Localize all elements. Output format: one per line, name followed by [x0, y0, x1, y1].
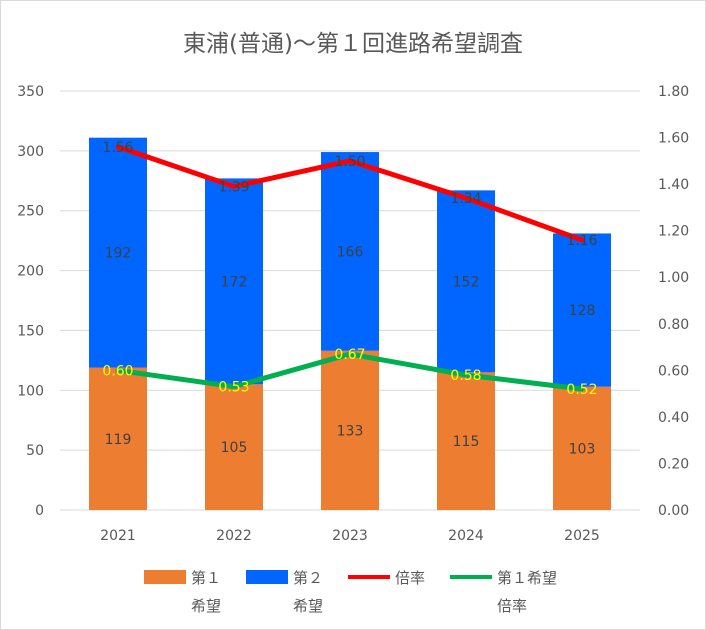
legend-label: 倍率: [497, 597, 527, 615]
right-tick-label: 0.00: [658, 503, 689, 519]
left-tick-label: 100: [17, 383, 44, 399]
line-data-label: 1.39: [218, 179, 249, 195]
bars: [89, 137, 611, 510]
legend-label: 第２: [293, 569, 323, 587]
line-data-label: 1.56: [102, 140, 133, 156]
legend-swatch: [246, 570, 288, 584]
right-tick-label: 1.80: [658, 84, 689, 100]
bar-data-label: 152: [453, 274, 480, 290]
right-tick-label: 0.40: [658, 410, 689, 426]
bar-data-label: 115: [453, 434, 480, 450]
right-tick-label: 1.40: [658, 177, 689, 193]
left-tick-label: 200: [17, 264, 44, 280]
bar-1-2025: [553, 386, 611, 510]
legend-label: 第１希望: [497, 569, 557, 587]
left-tick-label: 250: [17, 204, 44, 220]
right-tick-label: 0.60: [658, 363, 689, 379]
line-data-label: 1.16: [566, 233, 597, 249]
bar-1-2021: [89, 367, 147, 510]
bar-2-2021: [89, 137, 147, 368]
left-tick-label: 50: [26, 443, 44, 459]
line-data-label: 0.52: [566, 382, 597, 398]
line-data-label: 1.50: [334, 154, 365, 170]
x-tick-label: 2023: [332, 528, 368, 544]
bar-data-label: 192: [105, 246, 132, 262]
bar-2-2025: [553, 233, 611, 387]
chart-title: 東浦(普通)～第１回進路希望調査: [183, 31, 523, 57]
right-tick-label: 0.20: [658, 456, 689, 472]
legend-label: 希望: [191, 597, 221, 615]
x-axis-tick-labels: 2021 2022 2023 2024 2025: [100, 528, 600, 544]
data-labels: 119 192 105 172 133 166 115 152 103 128 1.56 1.39 1.…: [102, 140, 597, 457]
x-tick-label: 2024: [448, 528, 484, 544]
right-axis-tick-labels: 0.00 0.20 0.40 0.60 0.80 1.00 1.20 1.40 1.60 1.80: [658, 84, 689, 519]
bar-data-label: 103: [569, 441, 596, 457]
line-data-label: 1.34: [450, 191, 481, 207]
lines: [115, 144, 585, 392]
line-data-label: 0.67: [334, 347, 365, 363]
line-series-1: [115, 144, 585, 243]
left-tick-label: 300: [17, 144, 44, 160]
line-series-2: [115, 351, 585, 392]
right-tick-label: 1.20: [658, 224, 689, 240]
legend-label: 希望: [293, 597, 323, 615]
legend-label: 倍率: [395, 569, 425, 587]
legend-swatch: [144, 570, 186, 584]
legend-label: 第１: [191, 569, 221, 587]
bar-2-2022: [205, 178, 263, 385]
line-data-label: 0.60: [102, 363, 133, 379]
bar-data-label: 172: [221, 274, 248, 290]
left-axis-tick-labels: 0 50 100 150 200 250 300 350: [17, 84, 44, 519]
line-data-label: 0.58: [450, 368, 481, 384]
left-tick-label: 150: [17, 323, 44, 339]
bar-2-2024: [437, 190, 495, 373]
bar-data-label: 119: [105, 432, 132, 448]
bar-1-2023: [321, 350, 379, 510]
right-tick-label: 1.60: [658, 131, 689, 147]
bar-1-2024: [437, 372, 495, 510]
bar-2-2023: [321, 152, 379, 351]
x-tick-label: 2021: [100, 528, 136, 544]
bar-data-label: 128: [569, 303, 596, 319]
line-data-label: 0.53: [218, 380, 249, 396]
bar-data-label: 133: [337, 423, 364, 439]
bar-data-label: 105: [221, 440, 248, 456]
left-tick-label: 350: [17, 84, 44, 100]
x-tick-label: 2025: [564, 528, 600, 544]
bar-1-2022: [205, 384, 263, 510]
left-tick-label: 0: [35, 503, 44, 519]
x-tick-label: 2022: [216, 528, 252, 544]
right-tick-label: 1.00: [658, 270, 689, 286]
right-tick-label: 0.80: [658, 317, 689, 333]
bar-data-label: 166: [337, 244, 364, 260]
